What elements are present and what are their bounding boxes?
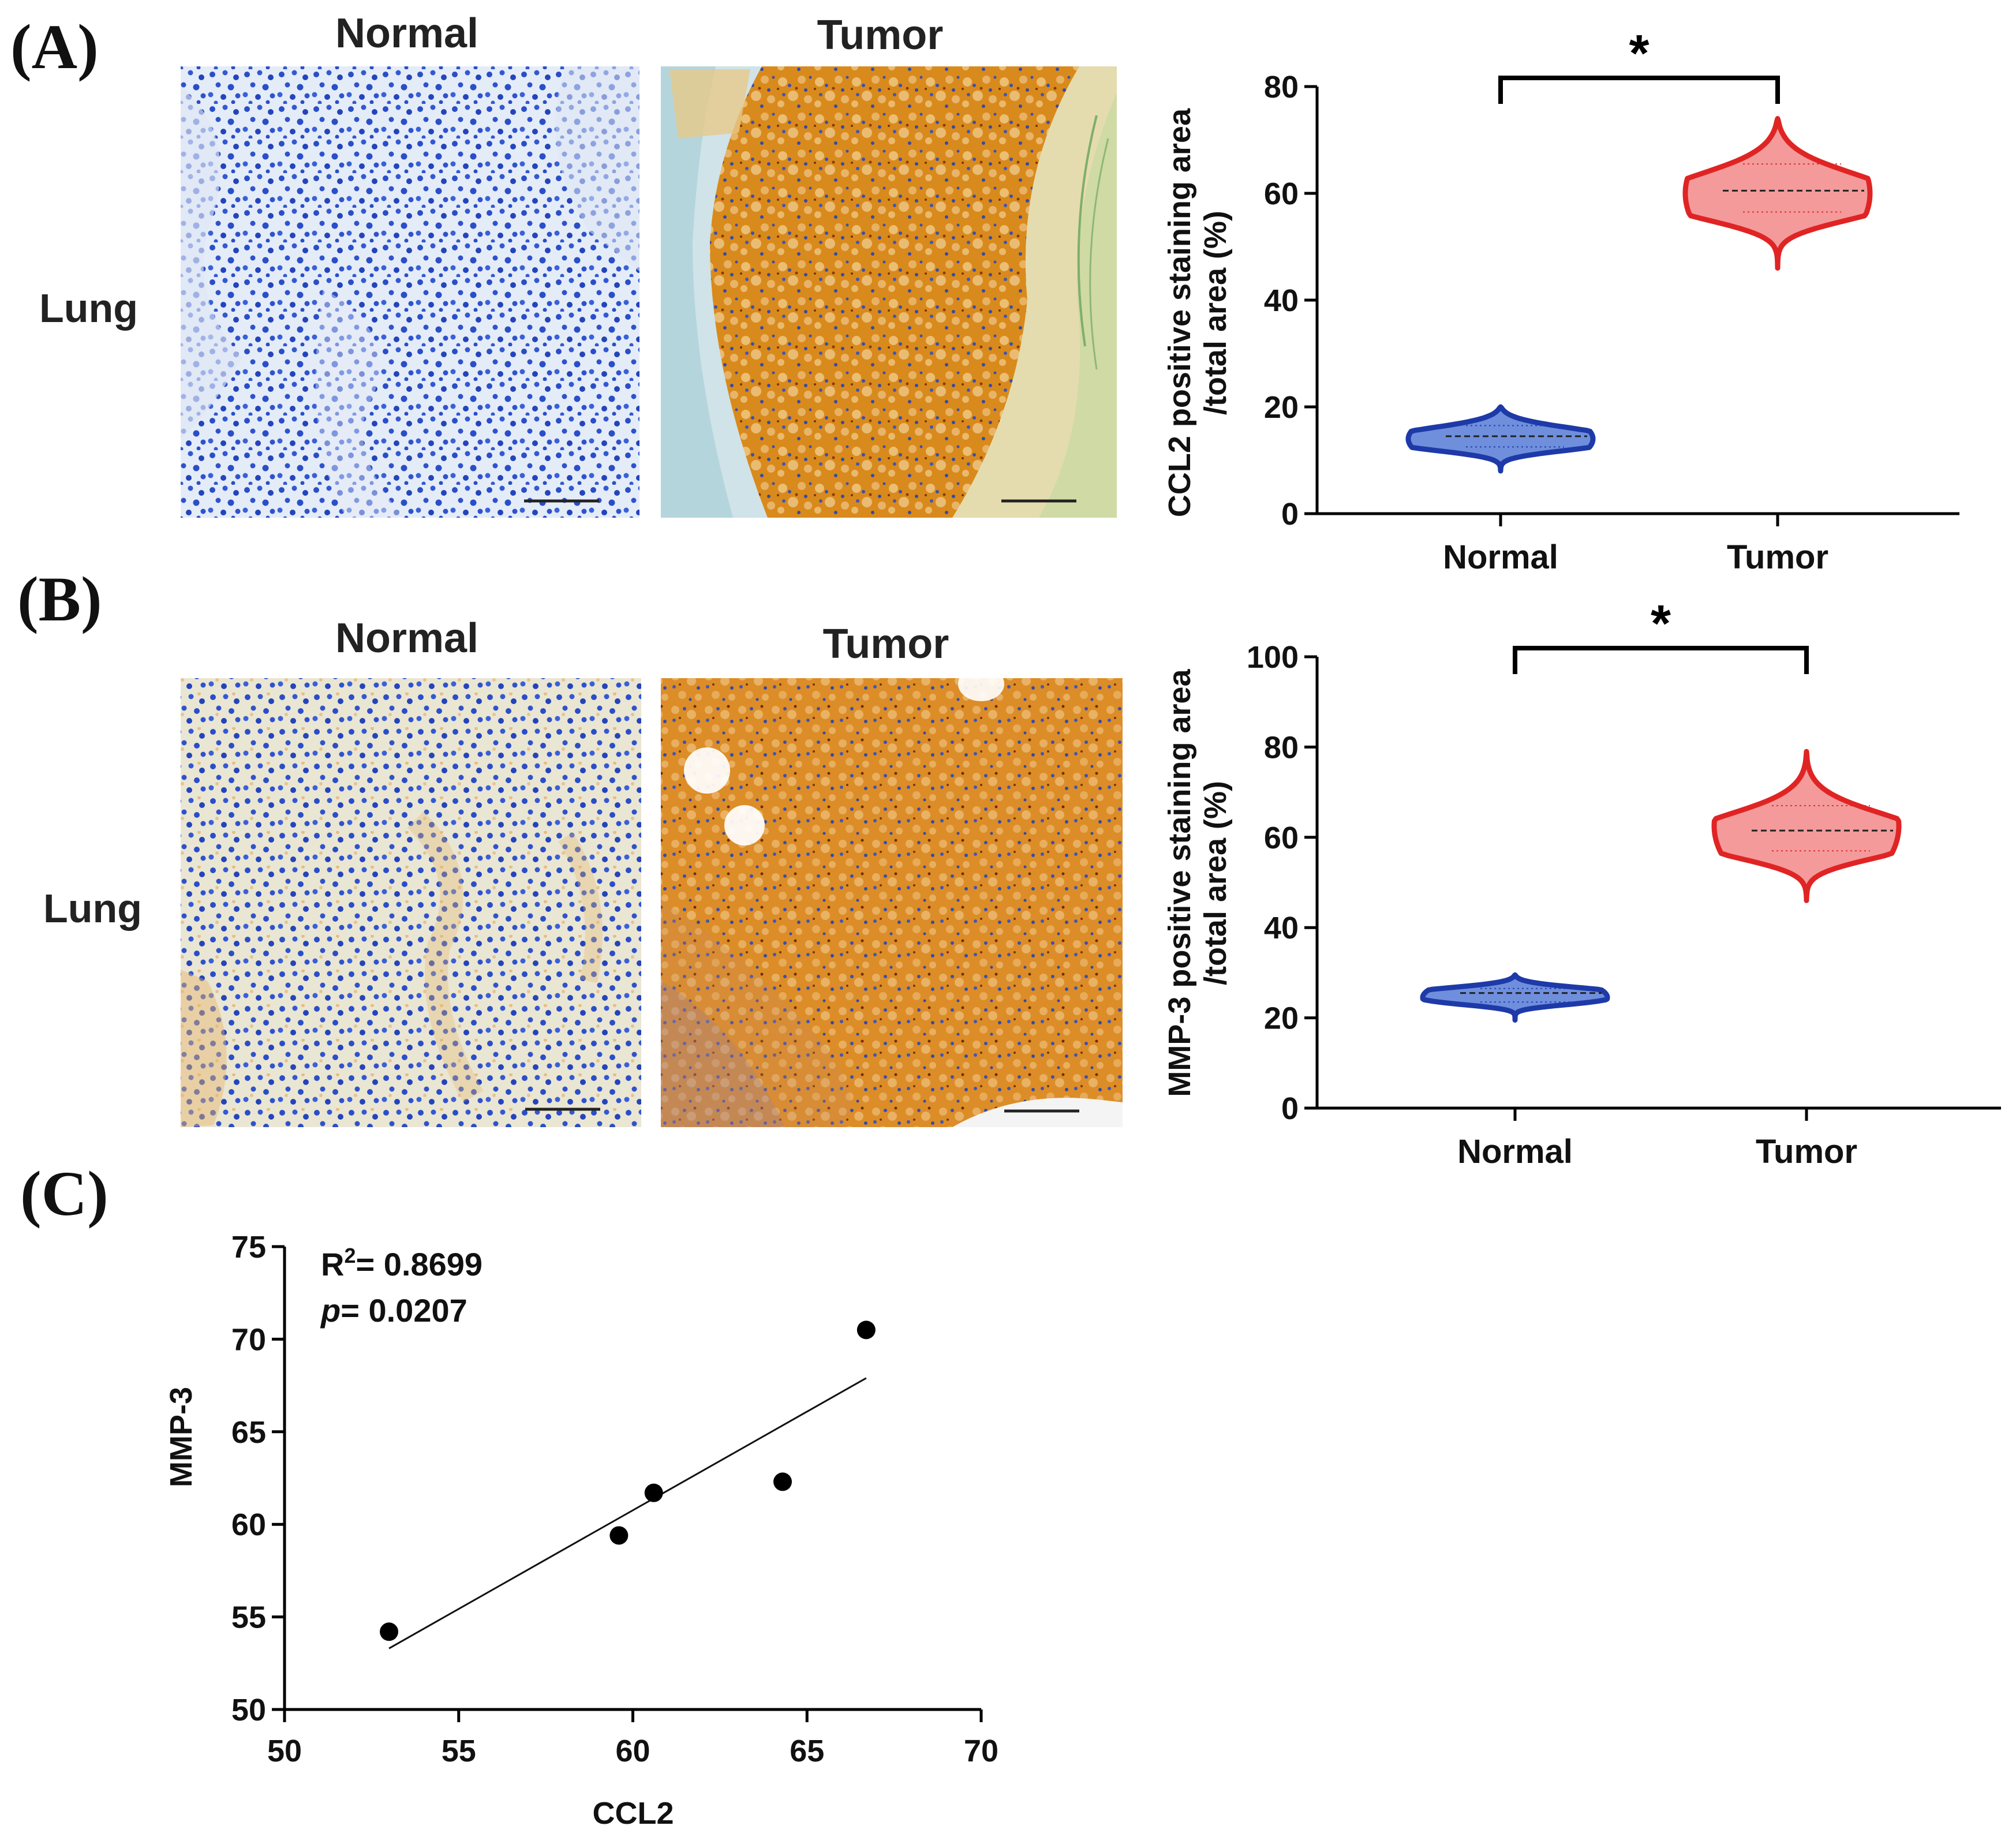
p-value-label: p= 0.0207 (320, 1292, 467, 1329)
data-point (609, 1526, 629, 1545)
r-squared-label: R2= 0.8699 (321, 1244, 483, 1282)
column-title-normal-a: Normal (335, 10, 478, 57)
x-tick-label: 70 (964, 1734, 998, 1768)
column-title-normal-b: Normal (335, 615, 478, 661)
y-tick-label: 60 (1264, 821, 1299, 855)
scatter-chart-c: R2= 0.8699 p= 0.0207 CCL2 MMP-3 50 55 60 65… (164, 1230, 998, 1831)
y-tick-label: 70 (231, 1322, 266, 1357)
micrograph-normal-a (181, 66, 639, 518)
y-axis-title: MMP-3 (164, 1387, 199, 1487)
y-tick-label: 50 (231, 1693, 266, 1727)
y-tick-label: 55 (231, 1600, 266, 1635)
regression-line (388, 1377, 867, 1649)
column-title-tumor-b: Tumor (823, 621, 949, 667)
x-tick-label-normal: Normal (1443, 538, 1558, 576)
data-point (380, 1622, 399, 1641)
y-tick-label: 0 (1281, 1091, 1299, 1126)
data-point (856, 1320, 876, 1340)
y-tick-label: 0 (1281, 497, 1299, 532)
violin-tumor (1711, 749, 1902, 903)
x-tick-label: 65 (790, 1734, 824, 1768)
y-tick-label: 20 (1264, 390, 1299, 425)
svg-text:/total area (%): /total area (%) (1198, 211, 1233, 415)
violin-chart-b: MMP-3 positive staining area /total area… (1162, 595, 2001, 1170)
y-axis-title: CCL2 positive staining area /total area … (1162, 108, 1233, 517)
significance-bracket (1513, 646, 1809, 674)
y-tick-label: 80 (1264, 730, 1299, 765)
svg-text:/total area (%): /total area (%) (1198, 781, 1233, 985)
y-tick-label: 60 (231, 1507, 266, 1542)
panel-label-a: (A) (10, 12, 99, 82)
y-tick-label: 80 (1264, 70, 1299, 104)
data-point (773, 1472, 792, 1491)
x-tick-label: 50 (267, 1734, 302, 1768)
x-axis-title: CCL2 (592, 1796, 674, 1831)
x-tick-label-tumor: Tumor (1727, 538, 1828, 576)
significance-marker: * (1651, 595, 1671, 653)
x-tick-label-tumor: Tumor (1756, 1133, 1857, 1170)
micrograph-normal-b (181, 678, 641, 1127)
row-label-lung-a: Lung (39, 286, 138, 331)
y-tick-label: 20 (1264, 1001, 1299, 1036)
x-tick-label: 60 (615, 1734, 650, 1768)
panel-label-c: (C) (20, 1158, 109, 1229)
significance-bracket (1498, 76, 1780, 104)
significance-marker: * (1629, 25, 1649, 83)
y-tick-label: 60 (1264, 177, 1299, 211)
violin-normal (1420, 972, 1610, 1023)
x-tick-label: 55 (442, 1734, 476, 1768)
violin-tumor (1682, 116, 1873, 271)
panel-label-b: (B) (17, 564, 102, 634)
svg-text:CCL2 positive staining area: CCL2 positive staining area (1162, 108, 1197, 517)
y-tick-label: 40 (1264, 283, 1299, 318)
column-title-tumor-a: Tumor (817, 12, 944, 58)
y-tick-label: 75 (231, 1230, 266, 1265)
y-tick-label: 100 (1247, 640, 1299, 675)
svg-text:MMP-3 positive staining area: MMP-3 positive staining area (1162, 668, 1197, 1097)
y-axis-title: MMP-3 positive staining area /total area… (1162, 668, 1233, 1097)
row-label-lung-b: Lung (43, 886, 142, 931)
data-point (644, 1483, 663, 1502)
y-tick-label: 65 (231, 1415, 266, 1450)
y-tick-label: 40 (1264, 911, 1299, 945)
x-tick-label-normal: Normal (1457, 1133, 1573, 1170)
violin-normal (1405, 404, 1596, 474)
violin-chart-a: CCL2 positive staining area /total area … (1162, 25, 1959, 576)
micrograph-tumor-a (661, 66, 1117, 518)
micrograph-tumor-b (661, 667, 1123, 1127)
